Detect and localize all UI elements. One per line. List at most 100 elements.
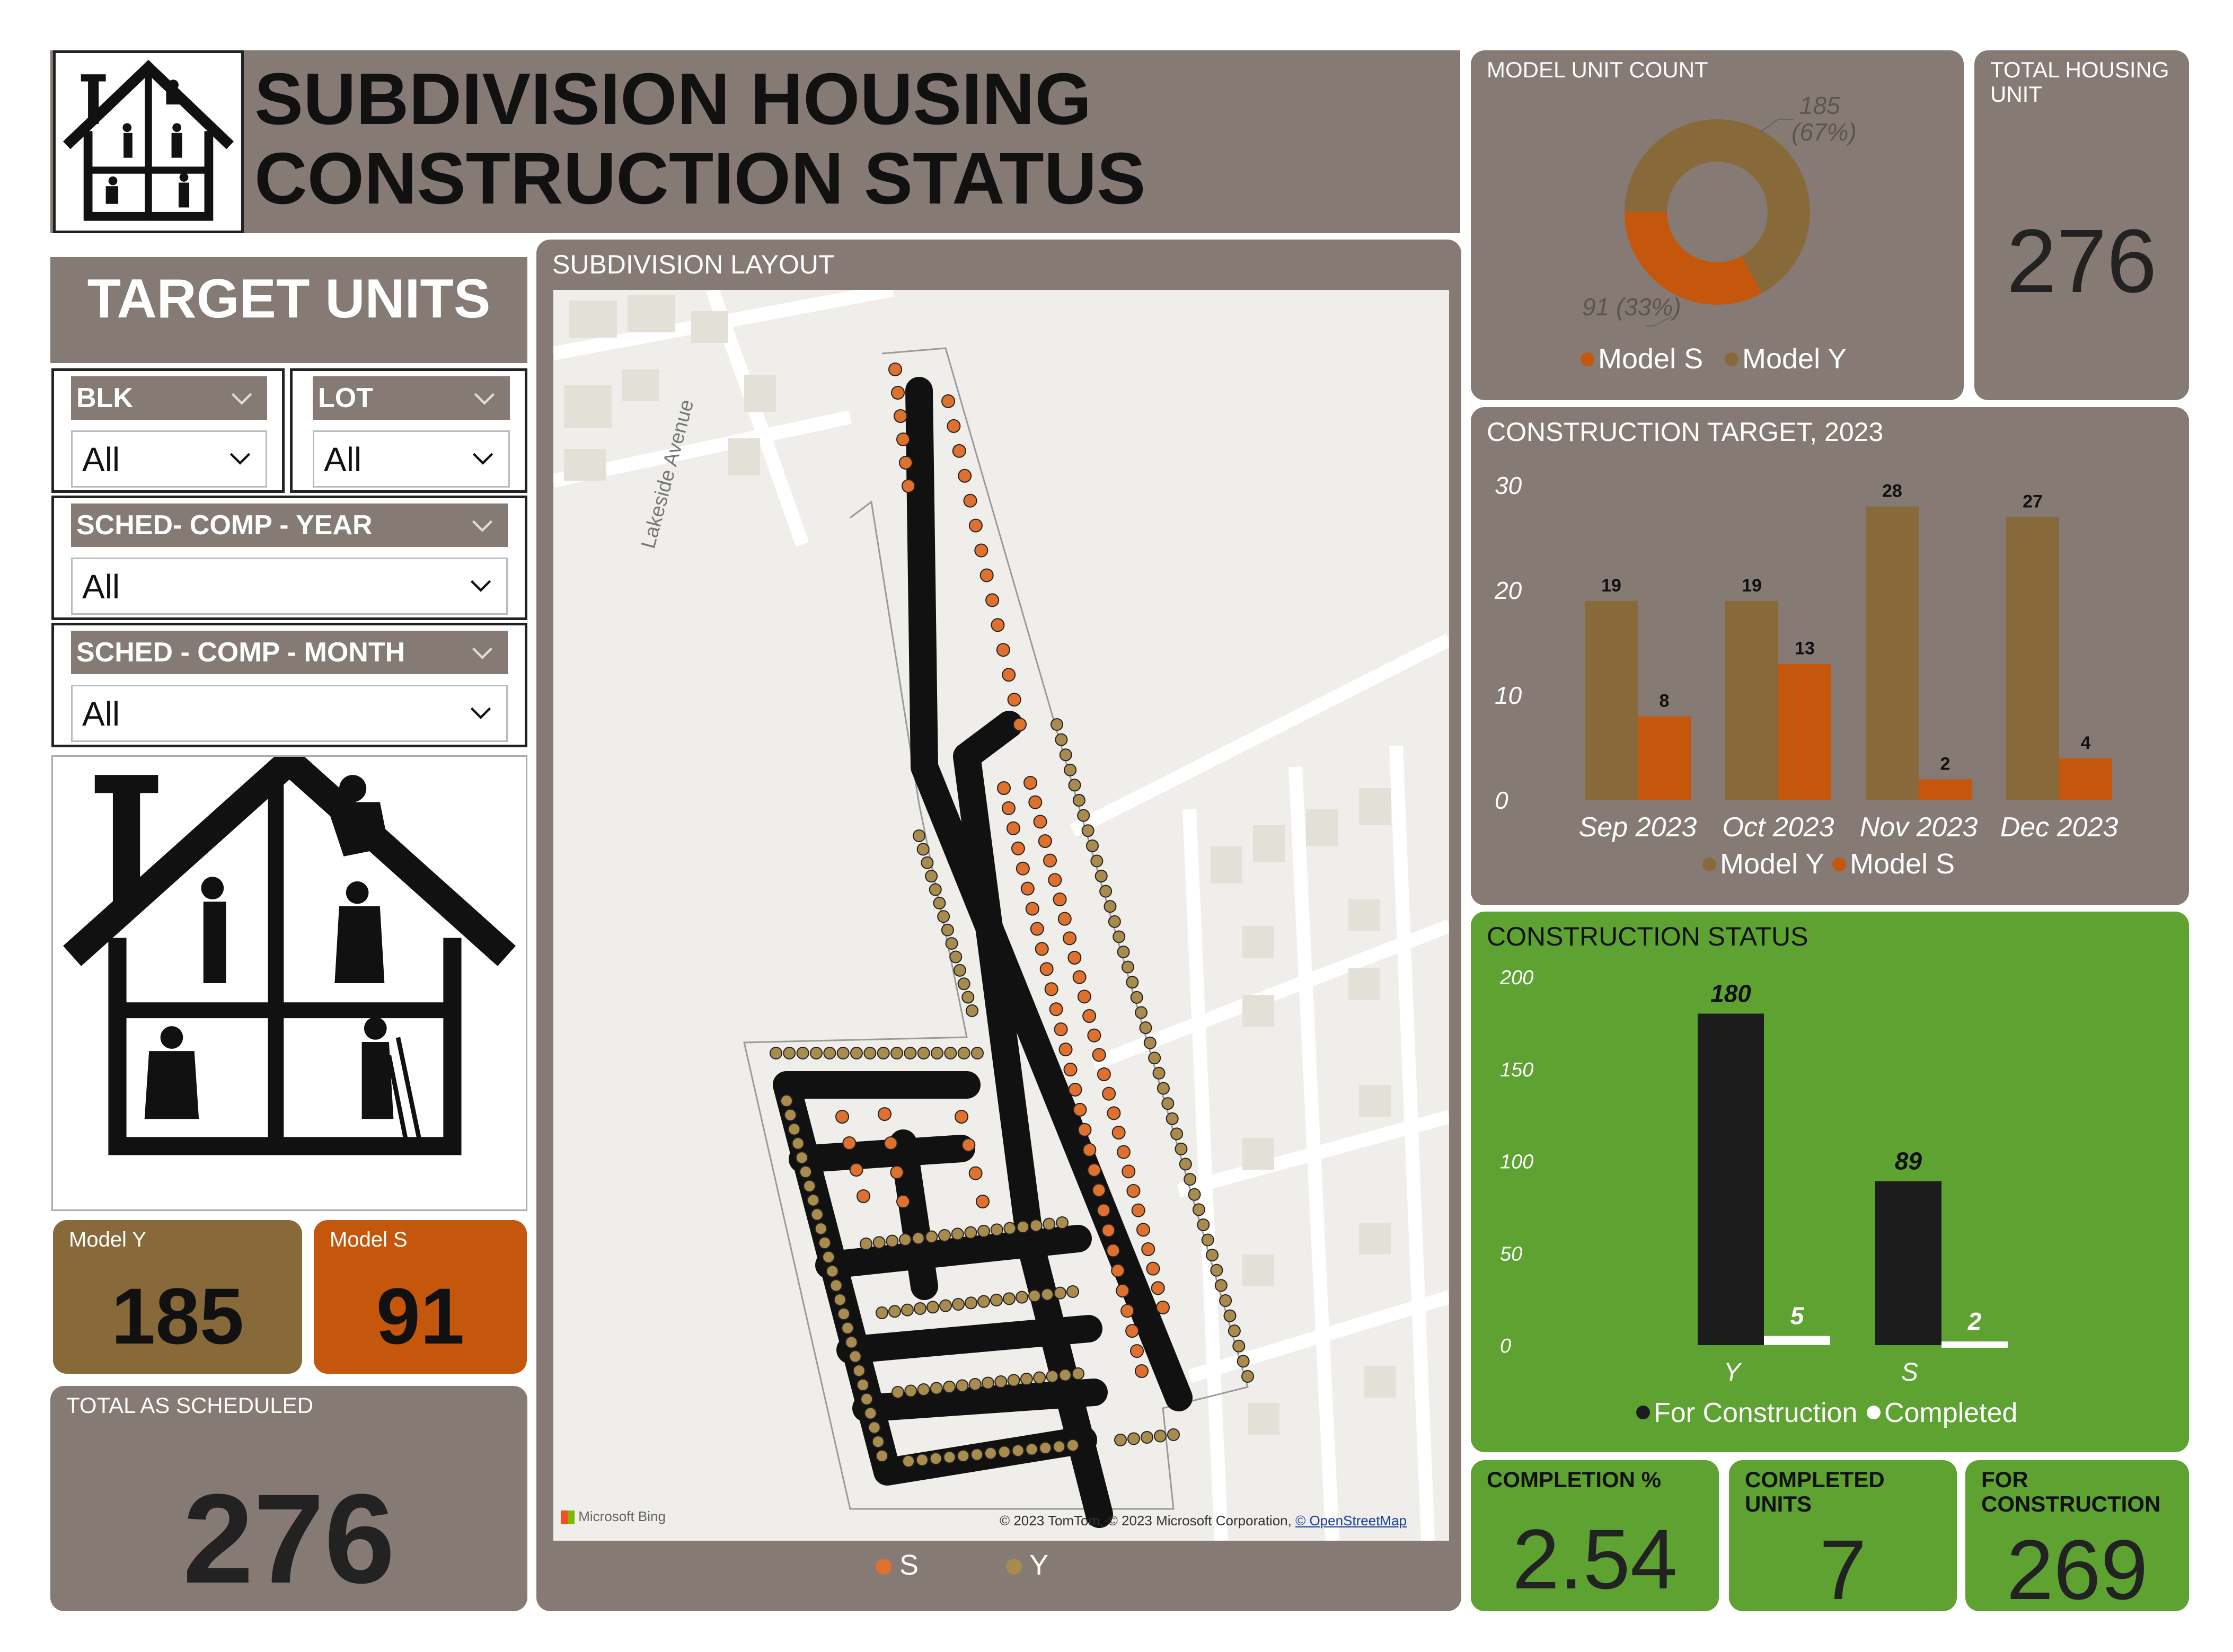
map-view[interactable]: Lakeside Avenue Microsoft Bing © 2023 To… — [553, 290, 1449, 1541]
lot-marker[interactable] — [1006, 821, 1020, 835]
lot-marker[interactable] — [991, 618, 1005, 632]
lot-marker[interactable] — [912, 1232, 925, 1245]
lot-marker[interactable] — [888, 1305, 901, 1318]
lot-marker[interactable] — [1011, 1444, 1025, 1457]
lot-marker[interactable] — [814, 1222, 827, 1235]
bar-model-y[interactable] — [1725, 600, 1778, 800]
lot-marker[interactable] — [803, 1179, 816, 1192]
lot-marker[interactable] — [926, 1301, 939, 1314]
lot-marker[interactable] — [1175, 1142, 1188, 1155]
lot-marker[interactable] — [1097, 1067, 1111, 1081]
bar-model-s[interactable] — [1638, 716, 1691, 800]
lot-marker[interactable] — [1035, 942, 1049, 956]
lot-marker[interactable] — [1104, 900, 1117, 913]
lot-marker[interactable] — [929, 1452, 942, 1465]
blk-dropdown[interactable]: All — [71, 430, 267, 488]
lot-marker[interactable] — [914, 1302, 926, 1315]
lot-marker[interactable] — [1054, 1286, 1066, 1300]
lot-marker[interactable] — [842, 1136, 857, 1150]
lot-marker[interactable] — [958, 469, 972, 483]
lot-marker[interactable] — [949, 950, 963, 964]
lot-marker[interactable] — [878, 1107, 892, 1121]
bar-model-y[interactable] — [1585, 600, 1638, 800]
lot-marker[interactable] — [1044, 982, 1058, 996]
lot-marker[interactable] — [1148, 1052, 1161, 1065]
lot-marker[interactable] — [1063, 1063, 1078, 1077]
lot-marker[interactable] — [979, 568, 994, 582]
lot-marker[interactable] — [1053, 893, 1067, 906]
bar-model-s[interactable] — [2059, 758, 2112, 800]
bar-model-y[interactable] — [2006, 517, 2059, 800]
lot-marker[interactable] — [1135, 1364, 1149, 1378]
lot-marker[interactable] — [956, 1379, 969, 1392]
lot-marker[interactable] — [1087, 1163, 1101, 1177]
lot-marker[interactable] — [1131, 1203, 1145, 1217]
lot-marker[interactable] — [1051, 718, 1063, 731]
lot-marker[interactable] — [1130, 1344, 1144, 1358]
lot-marker[interactable] — [1053, 1440, 1066, 1453]
lot-marker[interactable] — [1141, 1431, 1153, 1444]
lot-marker[interactable] — [1120, 1304, 1135, 1318]
lot-marker[interactable] — [953, 964, 966, 977]
lot-marker[interactable] — [1095, 870, 1108, 883]
lot-marker[interactable] — [1141, 1242, 1155, 1256]
subdivision-map[interactable]: Lakeside Avenue — [553, 290, 1449, 1541]
lot-marker[interactable] — [952, 444, 966, 458]
lot-marker[interactable] — [1072, 1367, 1084, 1380]
lot-marker[interactable] — [904, 1384, 917, 1398]
lot-marker[interactable] — [1126, 1184, 1141, 1198]
lot-marker[interactable] — [1139, 1021, 1152, 1035]
lot-marker[interactable] — [1039, 962, 1054, 976]
lot-marker[interactable] — [996, 643, 1010, 657]
lot-marker[interactable] — [1121, 960, 1134, 974]
lot-marker[interactable] — [888, 363, 902, 376]
lot-marker[interactable] — [860, 1238, 872, 1250]
lot-marker[interactable] — [931, 1047, 943, 1059]
lot-marker[interactable] — [810, 1208, 824, 1221]
lot-marker[interactable] — [1023, 776, 1037, 790]
bar-model-s[interactable] — [1919, 779, 1972, 800]
lot-marker[interactable] — [833, 1293, 846, 1306]
lot-marker[interactable] — [823, 1047, 836, 1059]
bar-completed[interactable] — [1764, 1336, 1830, 1345]
lot-marker[interactable] — [943, 1381, 956, 1393]
lot-slicer[interactable]: LOT All — [290, 368, 527, 493]
lot-marker[interactable] — [1125, 1324, 1140, 1338]
lot-marker[interactable] — [890, 1047, 903, 1059]
lot-marker[interactable] — [1206, 1249, 1219, 1262]
lot-marker[interactable] — [904, 1047, 917, 1059]
lot-marker[interactable] — [1097, 1203, 1111, 1217]
lot-marker[interactable] — [1013, 718, 1027, 731]
lot-marker[interactable] — [876, 1306, 888, 1319]
lot-marker[interactable] — [1214, 1279, 1228, 1292]
lot-marker[interactable] — [943, 1451, 956, 1464]
lot-marker[interactable] — [784, 1108, 797, 1121]
lot-marker[interactable] — [857, 1189, 870, 1203]
lot-marker[interactable] — [1003, 1292, 1016, 1305]
blk-slicer[interactable]: BLK All — [51, 368, 285, 493]
lot-marker[interactable] — [1154, 1429, 1167, 1443]
lot-marker[interactable] — [1068, 1082, 1082, 1097]
lot-marker[interactable] — [1126, 976, 1139, 989]
lot-marker[interactable] — [1039, 1442, 1052, 1454]
lot-marker[interactable] — [799, 1165, 812, 1178]
lot-marker[interactable] — [965, 1296, 977, 1310]
lot-marker[interactable] — [822, 1250, 835, 1264]
lot-marker[interactable] — [1041, 1288, 1054, 1301]
openstreetmap-link[interactable]: © OpenStreetMap — [1295, 1513, 1407, 1529]
lot-marker[interactable] — [1166, 1112, 1179, 1125]
lot-marker[interactable] — [917, 1047, 930, 1059]
lot-marker[interactable] — [892, 1386, 904, 1399]
lot-marker[interactable] — [944, 1047, 957, 1059]
lot-marker[interactable] — [1085, 839, 1099, 852]
lot-marker[interactable] — [1007, 693, 1021, 707]
lot-marker[interactable] — [1055, 733, 1068, 746]
lot-marker[interactable] — [968, 518, 983, 533]
lot-marker[interactable] — [913, 829, 925, 842]
lot-marker[interactable] — [925, 1230, 938, 1243]
lot-marker[interactable] — [1077, 990, 1091, 1004]
lot-marker[interactable] — [1072, 794, 1085, 807]
lot-marker[interactable] — [857, 1379, 869, 1391]
bar-completed[interactable] — [1941, 1341, 2008, 1348]
lot-marker[interactable] — [1025, 1443, 1038, 1456]
